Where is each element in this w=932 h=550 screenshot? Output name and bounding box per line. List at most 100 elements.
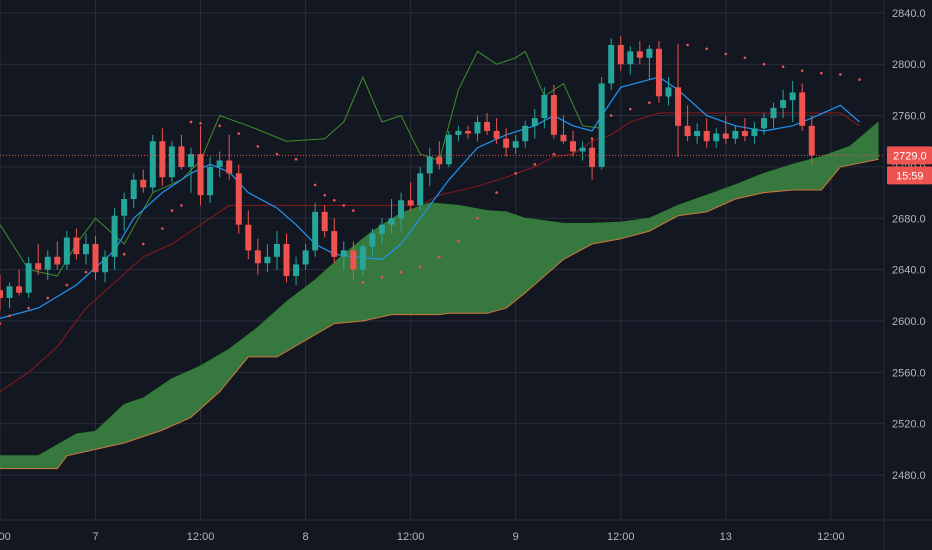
candle-body[interactable] [474,121,481,134]
candle[interactable] [570,130,576,157]
candle-body[interactable] [254,250,261,264]
candle[interactable] [130,173,137,208]
candle[interactable] [417,166,424,211]
candle[interactable] [655,41,662,103]
candle-body[interactable] [398,200,405,219]
candle[interactable] [369,228,376,257]
candle[interactable] [722,115,729,144]
candle-body[interactable] [0,290,3,298]
candle-body[interactable] [178,146,185,167]
candle-body[interactable] [388,218,395,225]
price-axis[interactable]: 2480.02520.02560.02600.02640.02680.02720… [883,0,926,550]
candle[interactable] [464,125,471,139]
candle[interactable] [359,243,366,275]
candle[interactable] [140,169,147,193]
candle-body[interactable] [63,237,70,265]
candle[interactable] [761,112,767,135]
candle[interactable] [0,274,3,311]
candle[interactable] [636,41,643,65]
candle-body[interactable] [684,125,691,137]
candle[interactable] [426,147,433,187]
candle[interactable] [780,89,787,119]
candle-body[interactable] [359,246,366,270]
candle[interactable] [627,46,634,75]
candle-body[interactable] [694,130,701,137]
candle[interactable] [579,141,586,161]
candle-body[interactable] [703,130,710,142]
candle-body[interactable] [436,156,443,165]
candle[interactable] [197,125,204,206]
candle[interactable] [73,228,80,260]
candle-body[interactable] [550,95,557,135]
candle-body[interactable] [751,128,758,137]
candle[interactable] [92,236,99,280]
candle[interactable] [6,282,13,309]
candle[interactable] [102,250,109,283]
candle[interactable] [283,233,290,283]
candle-body[interactable] [283,243,290,277]
candle[interactable] [293,256,300,286]
candle-body[interactable] [570,141,576,152]
candle[interactable] [608,38,615,90]
candle[interactable] [445,130,452,167]
candle-body[interactable] [216,160,223,167]
candle-body[interactable] [54,256,61,265]
candle-body[interactable] [799,92,806,126]
candle[interactable] [149,134,156,193]
candle-body[interactable] [560,134,567,142]
candle-body[interactable] [302,250,309,265]
candle[interactable] [398,192,405,232]
candle-body[interactable] [617,44,624,65]
candle-body[interactable] [130,179,137,200]
candle-body[interactable] [35,263,42,270]
candle[interactable] [121,192,128,232]
candle[interactable] [617,35,624,71]
candle[interactable] [159,128,166,187]
candle-body[interactable] [226,160,233,174]
candle[interactable] [63,231,70,270]
candle-body[interactable] [627,51,634,65]
candle-body[interactable] [312,211,319,251]
candle-body[interactable] [6,286,13,298]
candle[interactable] [178,134,185,170]
candle-body[interactable] [722,133,729,139]
candle-body[interactable] [73,237,80,255]
candle-body[interactable] [245,224,252,251]
candle[interactable] [598,77,605,170]
candle[interactable] [808,115,815,165]
candle-body[interactable] [598,83,605,167]
candle-body[interactable] [235,173,242,225]
candle[interactable] [111,208,118,270]
candle-body[interactable] [121,199,128,216]
candle-body[interactable] [608,44,615,84]
candle[interactable] [207,156,214,203]
candle[interactable] [675,43,682,157]
candle-body[interactable] [273,243,280,257]
candle[interactable] [379,218,385,244]
candle-body[interactable] [321,211,328,232]
candle-body[interactable] [741,130,748,137]
candle-body[interactable] [149,141,156,188]
candle-body[interactable] [503,138,510,148]
candle[interactable] [493,118,500,144]
candle-body[interactable] [369,233,376,247]
candle[interactable] [82,233,89,265]
candle-body[interactable] [713,133,720,142]
candle-body[interactable] [531,118,538,126]
candle-body[interactable] [426,156,433,174]
candle[interactable] [694,123,701,144]
candle[interactable] [245,210,252,260]
candle[interactable] [273,231,280,270]
candle[interactable] [388,199,395,234]
candle-body[interactable] [665,87,672,97]
candle[interactable] [436,141,443,170]
candle[interactable] [531,109,538,139]
candle[interactable] [512,134,519,155]
candle[interactable] [550,84,557,139]
candle[interactable] [254,238,261,275]
candle-body[interactable] [140,179,147,188]
candle-body[interactable] [646,48,653,58]
candle-body[interactable] [331,231,338,257]
